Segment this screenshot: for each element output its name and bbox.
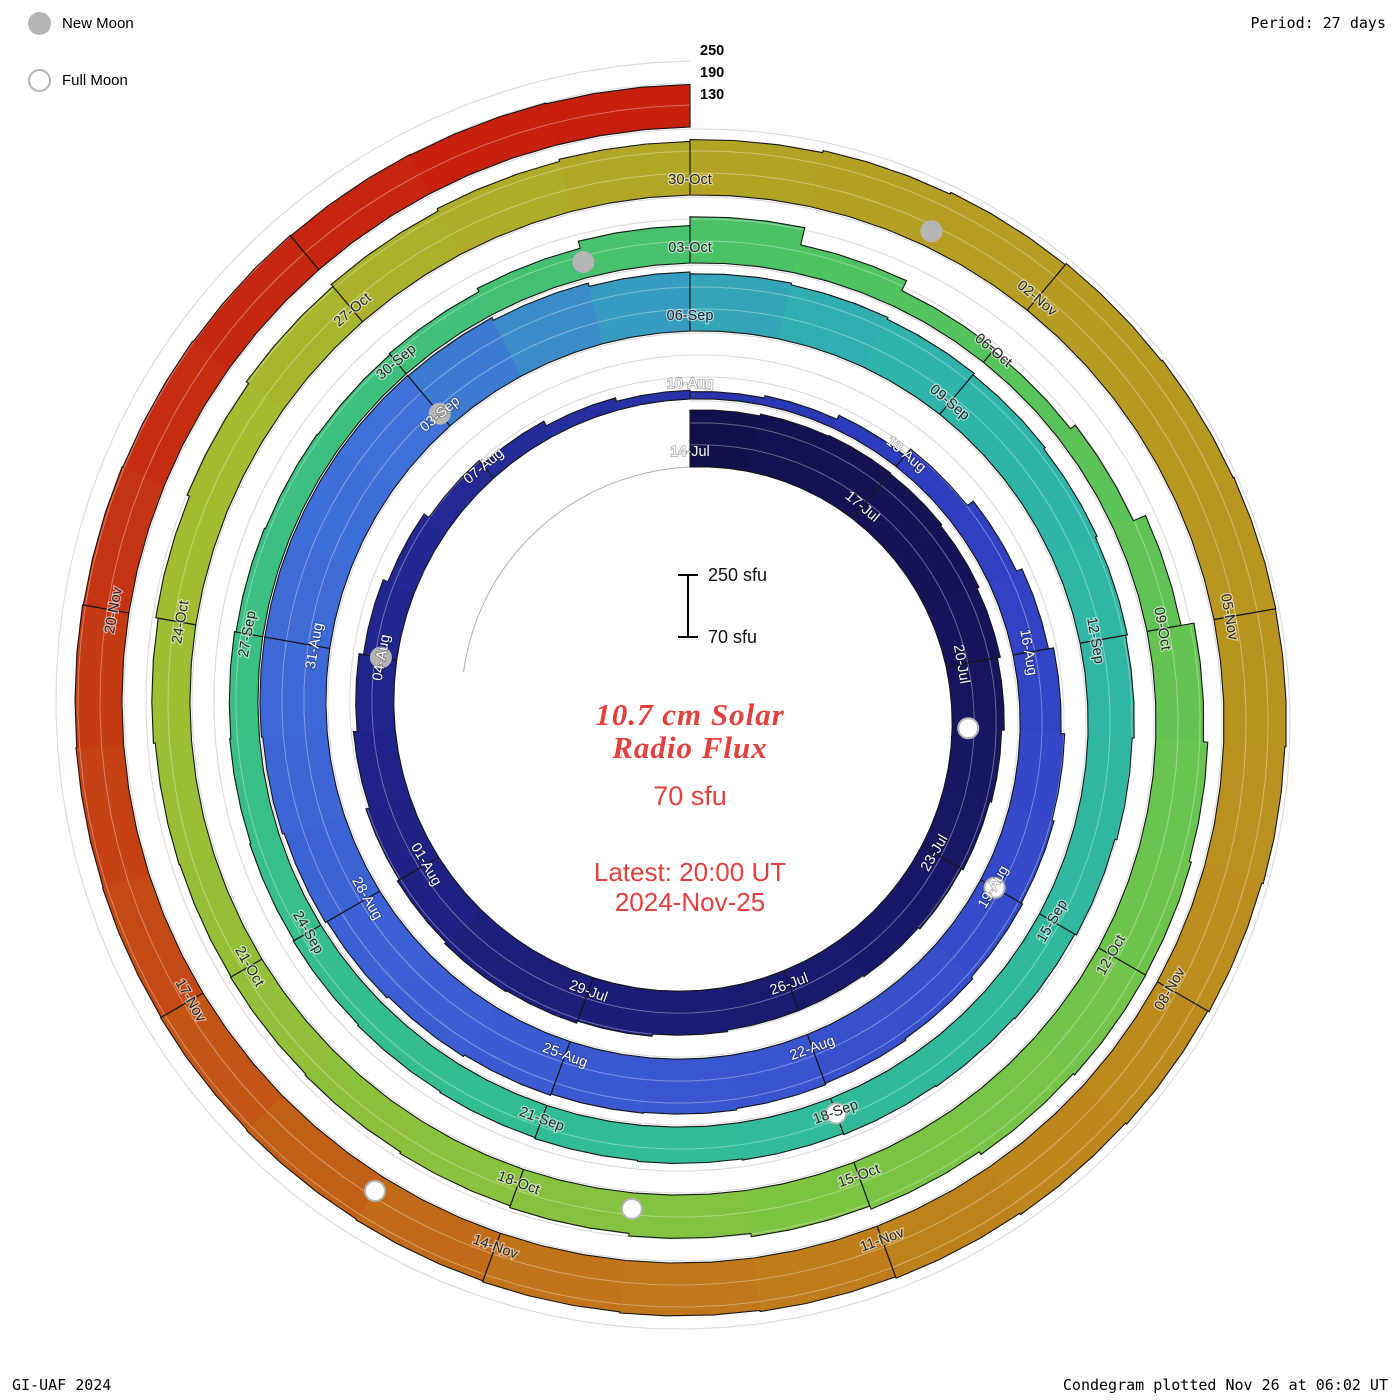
date-label: 10-Aug bbox=[667, 376, 714, 392]
flux-bar bbox=[387, 513, 448, 594]
new-moon-marker bbox=[920, 220, 943, 243]
flux-bar bbox=[353, 728, 410, 809]
moon-markers bbox=[364, 220, 1006, 1220]
latest-line1: Latest: 20:00 UT bbox=[593, 856, 787, 887]
flux-bar bbox=[75, 744, 150, 889]
block-outlines bbox=[74, 83, 1287, 1317]
chart-title-line1: 10.7 cm Solar bbox=[595, 697, 785, 732]
flux-bar bbox=[689, 273, 792, 340]
plotted-timestamp: Condegram plotted Nov 26 at 06:02 UT bbox=[1062, 1376, 1388, 1394]
scale-max-label: 250 sfu bbox=[708, 565, 767, 585]
full-moon-marker bbox=[825, 1102, 848, 1125]
legend-new-moon: New Moon bbox=[28, 10, 134, 36]
moon-legend: New Moon Full Moon bbox=[28, 10, 134, 124]
full-moon-label: Full Moon bbox=[62, 71, 128, 89]
full-moon-marker bbox=[364, 1180, 386, 1202]
scale-min-label: 70 sfu bbox=[708, 627, 757, 647]
flux-tick-label: 190 bbox=[700, 65, 724, 81]
chart-title-line2: Radio Flux bbox=[612, 730, 768, 766]
full-moon-marker bbox=[983, 876, 1006, 899]
full-moon-icon bbox=[28, 68, 51, 92]
full-moon-marker bbox=[957, 717, 980, 740]
new-moon-marker bbox=[428, 402, 451, 425]
flux-bars bbox=[55, 60, 1291, 1330]
date-label: 06-Sep bbox=[667, 308, 714, 324]
legend-full-moon: Full Moon bbox=[28, 67, 134, 93]
new-moon-marker bbox=[369, 646, 392, 669]
period-text: Period: 27 days bbox=[1250, 14, 1386, 32]
flux-bar bbox=[637, 1122, 743, 1164]
date-label: 03-Oct bbox=[668, 240, 712, 256]
new-moon-marker bbox=[572, 251, 595, 273]
radial-scale-ticks: 130 190 250 bbox=[700, 43, 724, 103]
center-annotation: 10.7 cm Solar Radio Flux 70 sfu Latest: … bbox=[594, 698, 786, 918]
latest-line2: 2024-Nov-25 bbox=[614, 886, 766, 917]
flux-bar bbox=[545, 84, 691, 146]
new-moon-label: New Moon bbox=[62, 14, 134, 32]
full-moon-marker bbox=[620, 1197, 643, 1220]
latest-reading: Latest: 20:00 UT 2024-Nov-25 bbox=[593, 856, 787, 918]
flux-bar bbox=[399, 1120, 524, 1207]
current-flux-value: 70 sfu bbox=[653, 780, 727, 811]
flux-tick-label: 130 bbox=[700, 87, 724, 103]
date-label: 14-Jul bbox=[670, 444, 710, 460]
chart-title: 10.7 cm Solar Radio Flux bbox=[594, 698, 786, 765]
flux-bar bbox=[1113, 515, 1182, 632]
flux-bar bbox=[652, 987, 728, 1036]
credit-text: GI-UAF 2024 bbox=[12, 1376, 112, 1394]
date-label: 30-Oct bbox=[668, 172, 712, 188]
flux-bar bbox=[545, 397, 619, 438]
new-moon-icon bbox=[28, 11, 51, 35]
center-scale-bar: 250 sfu 70 sfu bbox=[678, 565, 767, 647]
flux-tick-label: 250 bbox=[700, 43, 724, 59]
flux-bar bbox=[642, 1055, 737, 1115]
